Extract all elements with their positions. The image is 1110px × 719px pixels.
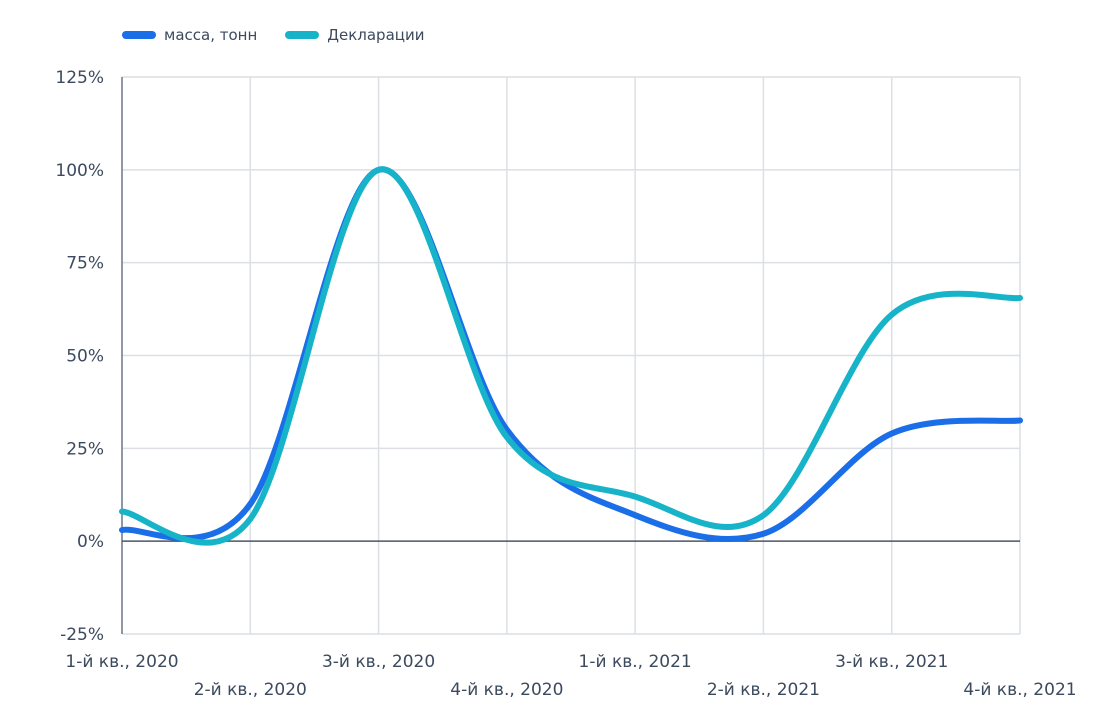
x-tick-label: 2-й кв., 2020 [194,680,307,700]
x-tick-label: 1-й кв., 2020 [65,652,178,672]
series-layer [119,166,1023,546]
legend-item-declarations[interactable]: Декларации [285,26,424,44]
y-tick-label: 75% [66,254,104,274]
x-tick-labels: 1-й кв., 2020 2-й кв., 2020 3-й кв., 2020 4… [65,652,1076,700]
y-tick-labels: -25% 0% 25% 50% 75% 100% 125% [55,68,104,645]
axes [121,77,1020,634]
y-tick-label: -25% [60,625,104,645]
x-tick-label: 4-й кв., 2021 [963,680,1076,700]
series-line-1[interactable] [119,166,1023,546]
legend: масса, тонн Декларации [122,26,424,44]
x-tick-label: 3-й кв., 2021 [835,652,948,672]
legend-label-mass: масса, тонн [164,26,258,44]
series-line-0[interactable] [119,166,1023,543]
legend-swatch-declarations [285,31,320,39]
y-tick-label: 25% [66,439,104,459]
legend-item-mass[interactable]: масса, тонн [122,26,257,44]
legend-swatch-mass [122,31,156,39]
y-tick-label: 50% [66,347,104,367]
grid [122,76,1021,635]
x-tick-label: 1-й кв., 2021 [579,652,692,672]
y-tick-label: 125% [55,68,104,88]
x-tick-label: 4-й кв., 2020 [450,680,563,700]
legend-label-declarations: Декларации [327,26,425,44]
x-tick-label: 2-й кв., 2021 [707,680,820,700]
y-tick-label: 0% [77,532,104,552]
x-tick-label: 3-й кв., 2020 [322,652,435,672]
y-tick-label: 100% [55,161,104,181]
